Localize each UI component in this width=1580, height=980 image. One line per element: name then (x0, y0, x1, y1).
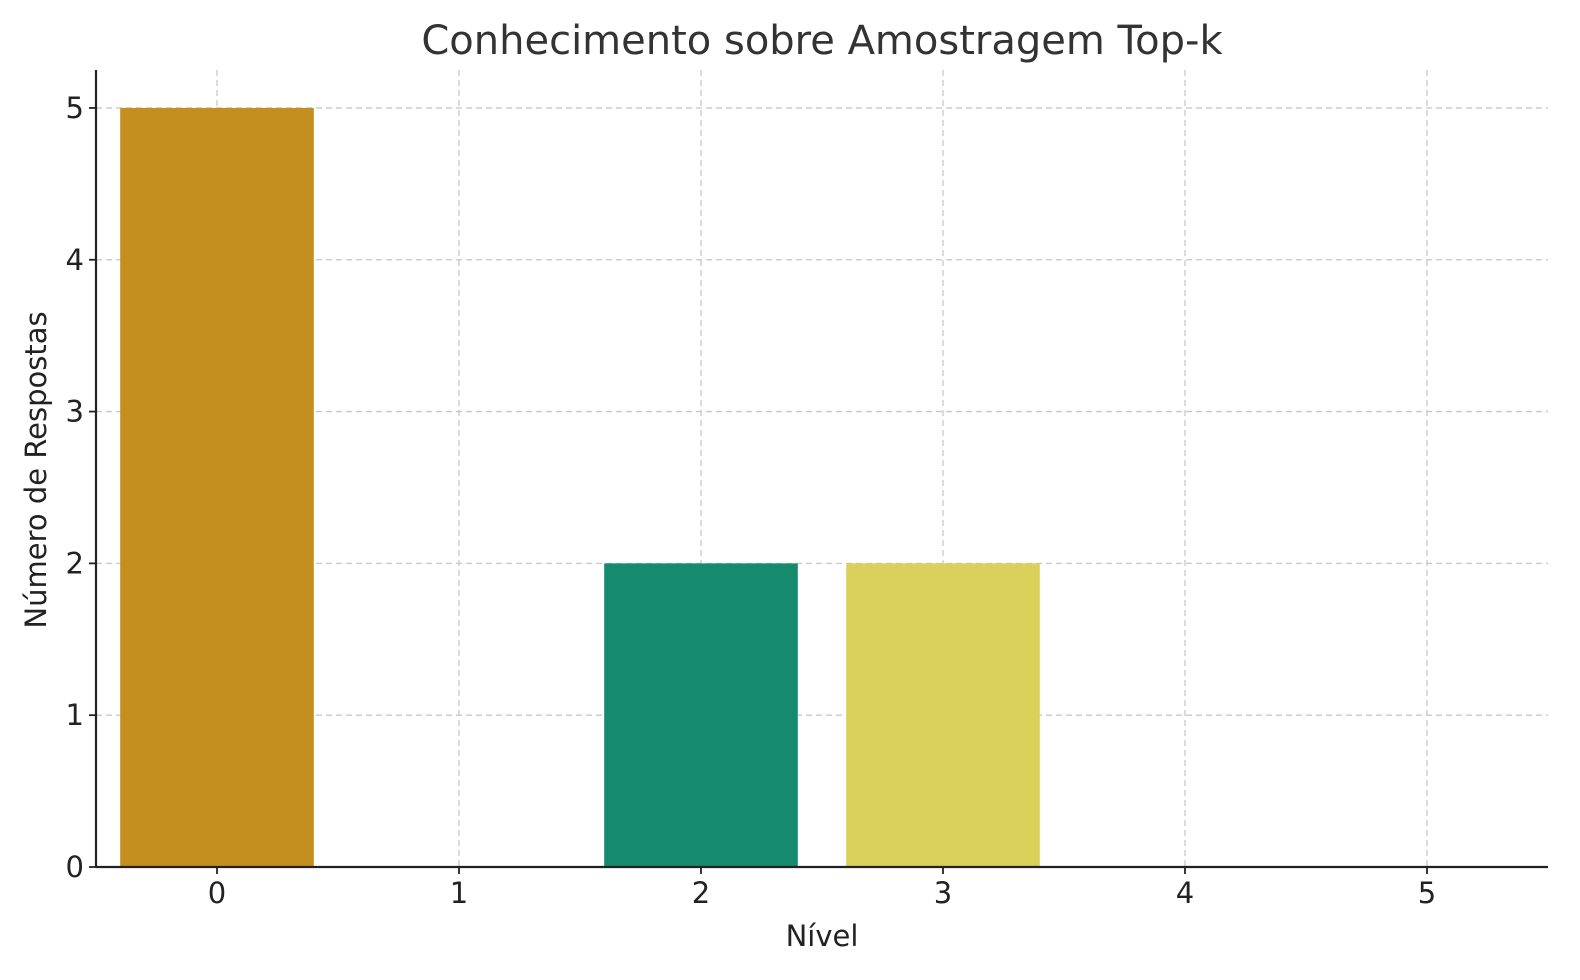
y-axis-label: Número de Respostas (19, 311, 53, 628)
y-tick-label: 2 (66, 546, 84, 580)
x-tick-label: 3 (934, 876, 952, 910)
y-tick-label: 4 (66, 243, 84, 277)
bars (120, 107, 1040, 867)
bar-2 (604, 563, 798, 867)
x-tick-label: 4 (1176, 876, 1194, 910)
x-tick-label: 1 (450, 876, 468, 910)
bar-0 (120, 107, 314, 867)
x-tick-label: 5 (1418, 876, 1436, 910)
y-tick-label: 1 (66, 698, 84, 732)
y-tick-label: 3 (66, 395, 84, 429)
axes (89, 70, 1548, 874)
chart-title: Conhecimento sobre Amostragem Top-k (421, 18, 1223, 64)
x-tick-label: 0 (208, 876, 226, 910)
x-axis-label: Nível (786, 919, 859, 953)
y-tick-label: 5 (66, 91, 84, 125)
y-tick-label: 0 (66, 850, 84, 884)
x-tick-label: 2 (692, 876, 710, 910)
tick-labels: 0 1 2 3 4 5 0 1 2 3 4 5 (66, 91, 1437, 910)
grid-lines (96, 70, 1548, 867)
bar-3 (846, 563, 1040, 867)
